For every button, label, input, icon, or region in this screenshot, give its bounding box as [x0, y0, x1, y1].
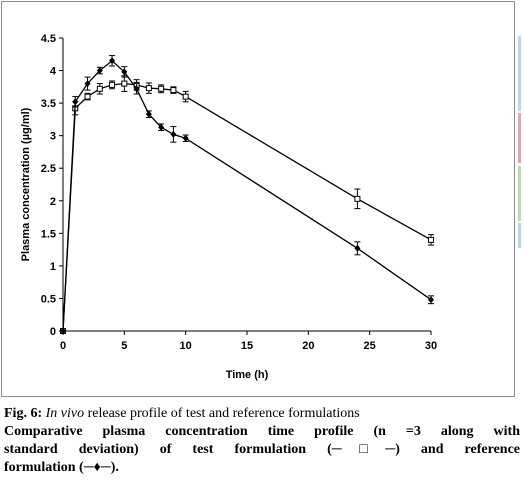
- data-point-square: [109, 81, 116, 88]
- data-point-diamond: [170, 130, 177, 138]
- y-tick-label: 1.5: [41, 228, 56, 240]
- plot-frame: 0 0.5 1 1.5 2 2.5 3 3.5 4 4.5 0 5 10 15 20 25 30 Time (h…: [1, 1, 515, 397]
- data-point-square: [182, 93, 189, 100]
- y-tick-label: 0.5: [41, 293, 56, 305]
- series-line: [62, 82, 432, 332]
- plasma-concentration-chart: 0 0.5 1 1.5 2 2.5 3 3.5 4 4.5 0 5 10 15 20 25 30 Time (h…: [20, 33, 437, 381]
- caption-title-rest: release profile of test and reference fo…: [84, 406, 360, 421]
- x-tick-label: 10: [180, 340, 192, 352]
- data-point-diamond: [96, 67, 103, 75]
- series-open-square: [60, 75, 434, 334]
- data-point-diamond: [428, 296, 434, 304]
- data-series: [60, 55, 434, 335]
- data-point-square: [121, 80, 128, 87]
- figure-caption: Fig. 6: In vivo release profile of test …: [4, 405, 520, 477]
- data-point-diamond: [72, 98, 79, 106]
- data-point-square: [428, 236, 434, 243]
- data-point-diamond: [121, 68, 128, 76]
- y-axis-title: Plasma concentration (µg/ml): [20, 107, 32, 261]
- caption-title-line: Fig. 6: In vivo release profile of test …: [4, 405, 520, 423]
- y-tick-label: 0: [50, 326, 56, 338]
- axes: [62, 38, 431, 332]
- y-tick-label: 3: [50, 131, 56, 143]
- x-tick-label: 20: [302, 340, 314, 352]
- data-point-diamond: [109, 57, 116, 65]
- data-point-diamond: [182, 134, 189, 142]
- data-point-square: [96, 85, 103, 92]
- y-tick-label: 4.5: [41, 33, 56, 45]
- data-point-diamond: [60, 327, 66, 335]
- y-tick-label: 4: [50, 66, 57, 78]
- series-filled-diamond: [60, 55, 434, 335]
- x-tick-label: 0: [60, 340, 66, 352]
- x-tick-label: 25: [364, 340, 376, 352]
- strip-segment-low: [518, 166, 521, 221]
- data-point-diamond: [145, 110, 152, 118]
- y-tick-label: 2: [50, 196, 56, 208]
- strip-segment-mid: [518, 113, 521, 163]
- data-point-square: [158, 85, 165, 92]
- y-tick-label: 3.5: [41, 98, 56, 110]
- data-point-square: [170, 87, 177, 94]
- axis-ticks: 0 0.5 1 1.5 2 2.5 3 3.5 4 4.5 0 5 10 15 20 25 30: [41, 33, 437, 352]
- x-axis-title: Time (h): [226, 369, 269, 381]
- data-point-diamond: [354, 244, 361, 252]
- data-point-square: [145, 85, 152, 92]
- caption-title-italic: In vivo: [45, 406, 85, 421]
- data-point-square: [354, 195, 361, 202]
- caption-line-2: Comparative plasma concentration time pr…: [4, 424, 520, 439]
- data-point-diamond: [133, 85, 140, 93]
- y-tick-label: 1: [50, 261, 56, 273]
- series-line: [62, 59, 432, 332]
- strip-segment-top: [518, 36, 521, 111]
- strip-segment-bottom: [518, 223, 521, 248]
- data-point-square: [84, 93, 91, 100]
- y-tick-label: 2.5: [41, 163, 56, 175]
- data-point-diamond: [84, 80, 91, 88]
- x-tick-label: 5: [121, 340, 127, 352]
- caption-label: Fig. 6:: [4, 406, 43, 421]
- side-color-strip: [516, 1, 522, 397]
- x-tick-label: 15: [241, 340, 253, 352]
- data-point-diamond: [158, 123, 165, 131]
- x-tick-label: 30: [425, 340, 437, 352]
- caption-line-3: standard deviation) of test formulation …: [4, 442, 520, 457]
- caption-line-4: formulation (─♦─).: [4, 460, 119, 475]
